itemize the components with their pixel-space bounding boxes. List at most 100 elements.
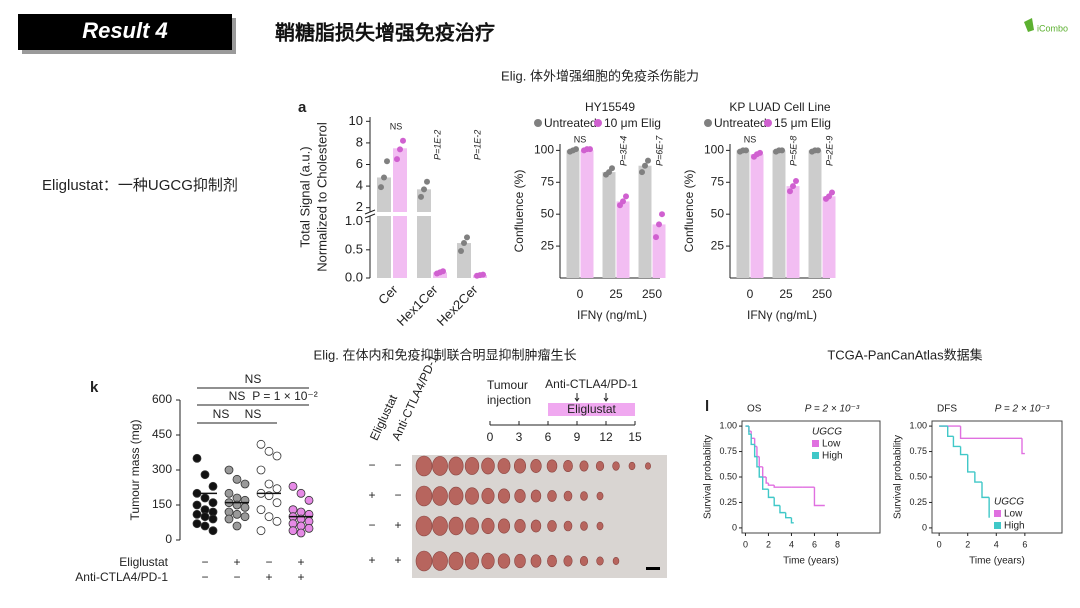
y-tick-label: 50 [711, 206, 725, 220]
legend-swatch [704, 119, 712, 127]
tumour [481, 552, 495, 570]
y-tick-label: 4 [356, 178, 363, 193]
data-point [288, 481, 298, 491]
data-point [440, 268, 446, 275]
data-point [609, 165, 615, 172]
annotation: NS [574, 134, 587, 144]
chart-title: HY15549 [585, 100, 635, 114]
tumour [579, 555, 589, 567]
bar [580, 150, 594, 278]
data-point [256, 526, 266, 536]
x-tick-label: 6 [545, 430, 552, 444]
y-axis-label: Survival probability [893, 435, 904, 519]
data-point [623, 193, 629, 200]
tumour [497, 553, 511, 569]
x-tick-label: 15 [628, 430, 642, 444]
y-tick-label: 25 [541, 238, 555, 252]
tumour [579, 460, 589, 472]
data-point [829, 189, 835, 196]
tumour [514, 519, 526, 533]
row-label: Eliglustat [119, 555, 168, 569]
significance: NS [213, 407, 230, 421]
survival-step [762, 466, 767, 478]
survival-step [813, 487, 825, 507]
x-tick-label: 0 [747, 287, 754, 301]
legend-label: Untreated [714, 116, 767, 130]
data-point [304, 523, 314, 533]
tumour [547, 490, 557, 502]
y-axis-label: Normalized to Cholesterol [314, 122, 329, 272]
data-point [200, 512, 210, 522]
y-tick-label: 450 [152, 427, 172, 441]
survival-step [981, 482, 990, 499]
sign: + [394, 553, 401, 567]
data-point [200, 470, 210, 480]
sign: − [394, 488, 401, 502]
timeline-label: injection [487, 393, 531, 407]
tumour [432, 486, 448, 506]
x-tick-label: 250 [812, 287, 832, 301]
sign: − [394, 458, 401, 472]
x-axis-label: IFNγ (ng/mL) [577, 308, 647, 322]
tumour [481, 457, 495, 475]
y-tick-label: 0.50 [909, 471, 927, 481]
data-point [620, 198, 626, 205]
data-point [464, 234, 470, 241]
significance: NS [229, 389, 246, 403]
data-point [381, 174, 387, 181]
tumour [497, 488, 511, 504]
survival-step [753, 444, 757, 458]
legend-swatch [994, 510, 1001, 517]
data-point [397, 146, 403, 153]
scale-bar [646, 567, 660, 570]
legend-label: Untreated [544, 116, 597, 130]
survival-step [959, 446, 968, 456]
tumour [464, 457, 480, 475]
y-tick-label: 0 [165, 532, 172, 546]
x-tick-label: Hex2Cer [434, 281, 481, 328]
x-tick-label: 6 [1022, 539, 1027, 549]
tumour [530, 554, 542, 568]
timeline-label: Eliglustat [567, 402, 616, 416]
legend-label: 15 μm Elig [774, 116, 831, 130]
tumour [464, 552, 480, 570]
sign: + [368, 488, 375, 502]
data-point [264, 479, 274, 489]
data-point [224, 465, 234, 475]
data-point [378, 184, 384, 191]
x-tick-label: Cer [375, 281, 401, 307]
annotation: NS [390, 121, 403, 131]
x-tick-label: 2 [766, 539, 771, 549]
panel-label: k [90, 379, 99, 396]
x-tick-label: 9 [574, 430, 581, 444]
panel-label: l [705, 398, 709, 415]
data-point [272, 516, 282, 526]
x-tick-label: 25 [779, 287, 793, 301]
slide-title: 鞘糖脂损失增强免疫治疗 [275, 20, 495, 44]
legend-title: UGCG [812, 427, 842, 438]
tumour [448, 486, 464, 506]
legend-title: UGCG [994, 497, 1024, 508]
x-tick-label: 6 [812, 539, 817, 549]
y-tick-label: 50 [541, 206, 555, 220]
bar-upper [393, 148, 407, 212]
data-point [642, 162, 648, 169]
survival-step [947, 426, 954, 437]
tumour [448, 551, 464, 571]
survival-step [785, 512, 792, 519]
section-heading: TCGA-PanCanAtlas数据集 [827, 347, 982, 362]
data-point [394, 156, 400, 163]
tumour [595, 460, 605, 472]
survival-step [790, 517, 794, 524]
tumour [563, 459, 573, 473]
tumour [415, 455, 433, 477]
survival-step [952, 436, 961, 448]
x-tick-label: 4 [994, 539, 999, 549]
sign: + [368, 553, 375, 567]
survival-step [767, 483, 775, 486]
treatment-bar [548, 403, 635, 416]
data-point [208, 514, 218, 524]
data-point [232, 521, 242, 531]
survival-step [748, 426, 752, 435]
legend-label: High [822, 451, 843, 462]
